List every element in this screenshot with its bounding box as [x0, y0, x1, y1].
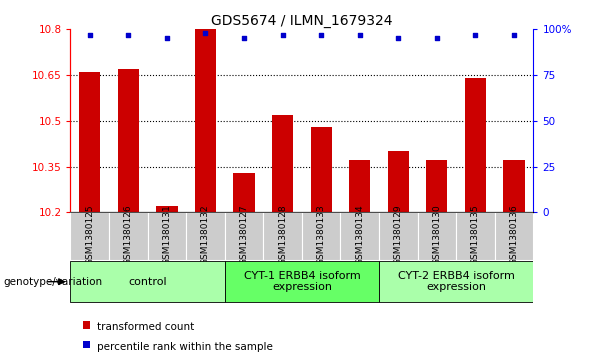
Text: GSM1380136: GSM1380136 [509, 205, 519, 265]
Bar [302, 212, 340, 260]
Bar [148, 212, 186, 260]
Text: CYT-1 ERBB4 isoform
expression: CYT-1 ERBB4 isoform expression [243, 271, 360, 293]
Bar [379, 212, 417, 260]
Point [432, 35, 442, 41]
Bar [156, 206, 178, 212]
Bar [387, 151, 409, 212]
Point [316, 32, 326, 37]
Point [394, 35, 403, 41]
Bar [503, 160, 525, 212]
Title: GDS5674 / ILMN_1679324: GDS5674 / ILMN_1679324 [211, 14, 393, 28]
Point [123, 32, 133, 37]
Point [85, 32, 94, 37]
Bar [426, 160, 447, 212]
Bar [79, 72, 101, 212]
Text: GSM1380132: GSM1380132 [201, 205, 210, 265]
Text: GSM1380129: GSM1380129 [394, 205, 403, 265]
Text: GSM1380127: GSM1380127 [240, 205, 248, 265]
Point [509, 32, 519, 37]
Bar [234, 173, 254, 212]
Text: GSM1380131: GSM1380131 [162, 205, 172, 265]
Bar [195, 29, 216, 212]
Bar [70, 212, 109, 260]
Bar [417, 212, 456, 260]
Bar [272, 115, 293, 212]
Text: genotype/variation: genotype/variation [3, 277, 102, 287]
Bar [70, 261, 225, 302]
Bar [109, 212, 148, 260]
Point [162, 35, 172, 41]
Bar [225, 212, 264, 260]
Text: CYT-2 ERBB4 isoform
expression: CYT-2 ERBB4 isoform expression [398, 271, 514, 293]
Point [239, 35, 249, 41]
Text: GSM1380135: GSM1380135 [471, 205, 480, 265]
Text: percentile rank within the sample: percentile rank within the sample [97, 342, 273, 352]
Point [278, 32, 287, 37]
Text: control: control [128, 277, 167, 287]
Bar [225, 261, 379, 302]
Bar [465, 78, 486, 212]
Text: transformed count: transformed count [97, 322, 195, 332]
Point [200, 30, 210, 36]
Text: GSM1380126: GSM1380126 [124, 205, 133, 265]
Bar [340, 212, 379, 260]
Bar [495, 212, 533, 260]
Bar [264, 212, 302, 260]
Text: GSM1380125: GSM1380125 [85, 205, 94, 265]
Text: GSM1380133: GSM1380133 [317, 205, 326, 265]
Point [355, 32, 365, 37]
Point [471, 32, 481, 37]
Text: GSM1380130: GSM1380130 [432, 205, 441, 265]
Text: GSM1380134: GSM1380134 [356, 205, 364, 265]
Bar [118, 69, 139, 212]
Bar [456, 212, 495, 260]
Text: GSM1380128: GSM1380128 [278, 205, 287, 265]
Bar [186, 212, 225, 260]
Bar [349, 160, 370, 212]
Bar [379, 261, 533, 302]
Bar [311, 127, 332, 212]
